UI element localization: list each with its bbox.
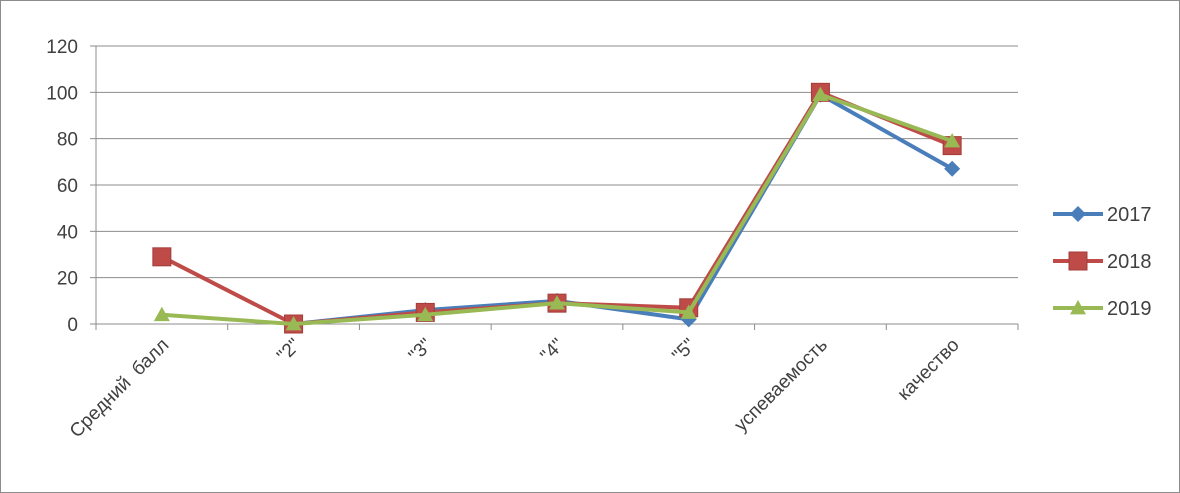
legend-item: 2018 xyxy=(1053,251,1152,273)
x-category-label: "4" xyxy=(537,335,569,367)
data-point xyxy=(812,86,829,102)
y-axis-tick-labels: 0 20 40 60 80 100 120 xyxy=(46,37,78,336)
legend: 2017 2018 2019 xyxy=(1053,204,1152,320)
x-category-label: Средний балл xyxy=(66,335,173,442)
legend-label: 2018 xyxy=(1107,251,1152,273)
x-category-label: успеваемость xyxy=(731,335,832,436)
y-tick-label: 0 xyxy=(67,315,78,336)
y-tick-label: 60 xyxy=(57,176,78,197)
series-line xyxy=(293,92,954,326)
y-tick-label: 100 xyxy=(46,83,78,104)
data-point xyxy=(152,247,172,267)
data-point xyxy=(549,295,565,310)
series-2017 xyxy=(285,86,961,332)
data-point xyxy=(944,160,961,177)
data-point xyxy=(944,132,961,148)
y-tick-label: 120 xyxy=(46,37,78,58)
data-point xyxy=(285,316,302,331)
x-category-label: качество xyxy=(894,335,964,405)
data-point xyxy=(417,306,434,322)
legend-label: 2019 xyxy=(1107,298,1152,320)
y-tick-label: 40 xyxy=(57,222,78,243)
x-category-label: "5" xyxy=(668,335,700,367)
x-axis-category-labels: Средний балл "2" "3" "4" "5" успеваемость каче… xyxy=(66,335,964,443)
legend-marker xyxy=(1068,251,1088,271)
y-tick-label: 20 xyxy=(57,269,78,290)
series-line xyxy=(160,90,953,326)
axes xyxy=(90,45,1019,330)
legend-label: 2017 xyxy=(1107,204,1152,226)
series-group xyxy=(152,82,962,334)
data-point xyxy=(153,306,170,322)
series-line xyxy=(161,92,953,326)
x-category-label: "3" xyxy=(405,335,437,367)
legend-item: 2019 xyxy=(1053,298,1152,320)
y-tick-label: 80 xyxy=(57,130,78,151)
gridlines xyxy=(96,45,1018,279)
x-category-label: "2" xyxy=(273,335,305,367)
data-point xyxy=(680,304,697,319)
legend-item: 2017 xyxy=(1053,204,1152,226)
series-2019 xyxy=(153,86,961,331)
legend-marker xyxy=(1070,300,1086,315)
legend-marker xyxy=(1070,206,1086,222)
